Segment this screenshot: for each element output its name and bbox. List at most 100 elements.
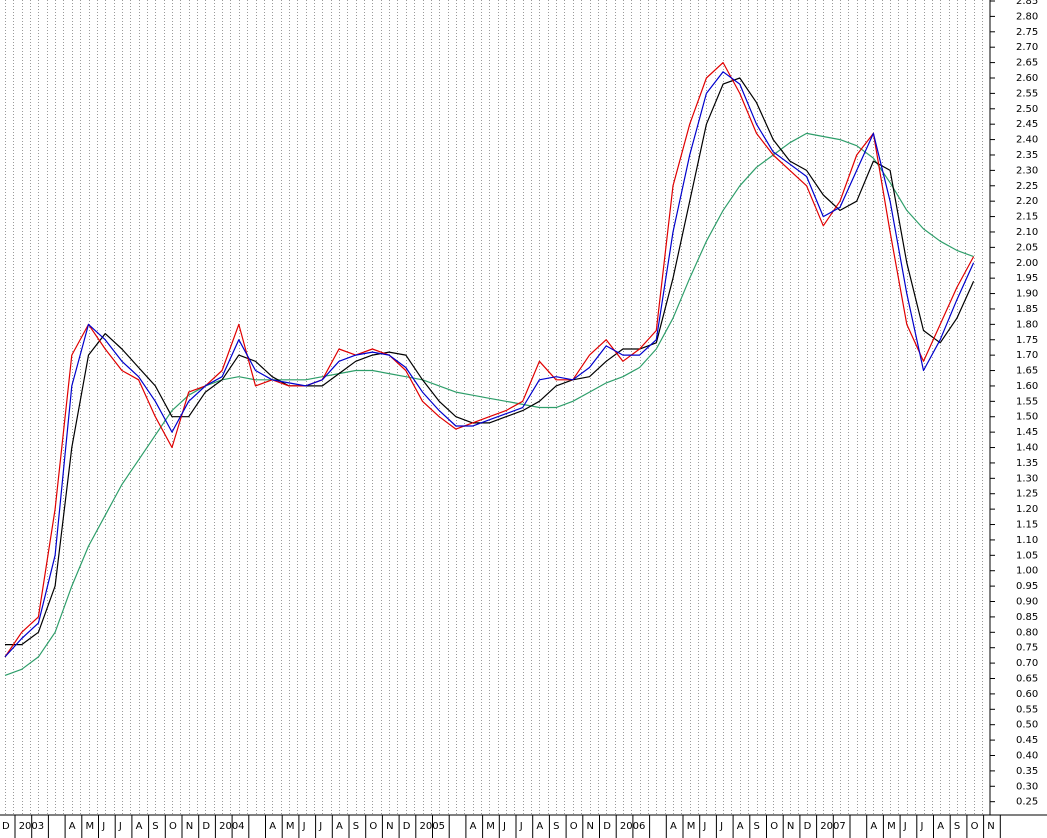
- y-tick-label: 1.90: [1016, 289, 1038, 300]
- series-line: [4, 132, 974, 676]
- x-tick-label: A: [136, 821, 143, 832]
- y-tick-label: 2.75: [1016, 27, 1038, 38]
- y-tick-label: 2.40: [1016, 135, 1038, 146]
- x-tick-label: 2005: [420, 821, 445, 832]
- y-tick-label: 1.85: [1016, 304, 1038, 315]
- x-tick-label: O: [570, 821, 578, 832]
- x-tick-label: N: [787, 821, 794, 832]
- x-tick-label: M: [486, 821, 495, 832]
- y-tick-label: 1.40: [1016, 443, 1038, 454]
- y-tick-label: 1.20: [1016, 504, 1038, 515]
- x-tick-label: S: [553, 821, 559, 832]
- x-tick-label: J: [702, 821, 706, 832]
- x-tick-label: O: [770, 821, 778, 832]
- y-tick-label: 2.25: [1016, 181, 1038, 192]
- y-tick-label: 0.60: [1016, 689, 1038, 700]
- y-tick-label: 0.65: [1016, 674, 1038, 685]
- y-tick-label: 2.70: [1016, 42, 1038, 53]
- x-tick-label: J: [502, 821, 506, 832]
- x-tick-label: A: [737, 821, 744, 832]
- x-tick-label: A: [269, 821, 276, 832]
- y-tick-label: 1.00: [1016, 566, 1038, 577]
- x-tick-label: A: [69, 821, 76, 832]
- x-tick-label: D: [804, 821, 812, 832]
- y-tick-label: 1.25: [1016, 489, 1038, 500]
- y-tick-label: 2.30: [1016, 165, 1038, 176]
- x-tick-label: N: [987, 821, 994, 832]
- x-tick-label: N: [587, 821, 594, 832]
- x-tick-label: 2004: [219, 821, 244, 832]
- x-tick-label: N: [386, 821, 393, 832]
- x-tick-label: S: [754, 821, 760, 832]
- x-tick-label: O: [169, 821, 177, 832]
- x-axis-panel: [0, 815, 1047, 838]
- x-tick-label: J: [118, 821, 122, 832]
- y-tick-label: 2.00: [1016, 258, 1038, 269]
- y-tick-label: 1.05: [1016, 550, 1038, 561]
- y-tick-label: 0.85: [1016, 612, 1038, 623]
- x-tick-label: D: [202, 821, 210, 832]
- y-tick-label: 0.45: [1016, 735, 1038, 746]
- x-tick-label: S: [152, 821, 158, 832]
- y-tick-label: 2.55: [1016, 88, 1038, 99]
- x-tick-label: S: [353, 821, 359, 832]
- y-tick-label: 0.25: [1016, 797, 1038, 808]
- x-tick-label: J: [920, 821, 924, 832]
- y-tick-label: 0.30: [1016, 781, 1038, 792]
- x-tick-label: D: [2, 821, 10, 832]
- y-tick-label: 1.55: [1016, 396, 1038, 407]
- x-tick-label: D: [603, 821, 611, 832]
- x-tick-label: D: [403, 821, 411, 832]
- y-tick-label: 1.30: [1016, 473, 1038, 484]
- x-tick-label: J: [903, 821, 907, 832]
- y-tick-label: 1.60: [1016, 381, 1038, 392]
- x-tick-label: S: [954, 821, 960, 832]
- y-tick-label: 0.40: [1016, 750, 1038, 761]
- x-tick-label: O: [369, 821, 377, 832]
- x-tick-label: M: [887, 821, 896, 832]
- y-tick-label: 0.95: [1016, 581, 1038, 592]
- y-tick-label: 0.70: [1016, 658, 1038, 669]
- y-tick-label: 1.35: [1016, 458, 1038, 469]
- x-tick-label: O: [971, 821, 979, 832]
- y-tick-label: 2.35: [1016, 150, 1038, 161]
- x-tick-label: J: [519, 821, 523, 832]
- x-tick-label: J: [101, 821, 105, 832]
- y-tick-label: 2.65: [1016, 58, 1038, 69]
- y-axis-panel: [990, 0, 1047, 838]
- x-tick-label: A: [937, 821, 944, 832]
- y-tick-label: 1.45: [1016, 427, 1038, 438]
- y-tick-label: 2.10: [1016, 227, 1038, 238]
- series-line: [4, 62, 975, 658]
- x-tick-label: M: [687, 821, 696, 832]
- plot: [4, 62, 975, 676]
- x-tick-label: 2006: [620, 821, 645, 832]
- y-tick-label: 1.10: [1016, 535, 1038, 546]
- y-tick-label: 1.95: [1016, 273, 1038, 284]
- y-tick-label: 0.75: [1016, 643, 1038, 654]
- y-tick-label: 0.50: [1016, 720, 1038, 731]
- y-tick-label: 2.50: [1016, 104, 1038, 115]
- y-tick-label: 0.55: [1016, 704, 1038, 715]
- x-tick-label: A: [336, 821, 343, 832]
- y-tick-label: 2.20: [1016, 196, 1038, 207]
- x-tick-label: J: [318, 821, 322, 832]
- y-tick-label: 2.60: [1016, 73, 1038, 84]
- series-line: [5, 77, 975, 646]
- x-tick-label: J: [719, 821, 723, 832]
- x-tick-label: N: [186, 821, 193, 832]
- y-tick-label: 2.80: [1016, 11, 1038, 22]
- x-tick-label: A: [536, 821, 543, 832]
- y-tick-label: 2.45: [1016, 119, 1038, 130]
- y-tick-label: 2.05: [1016, 242, 1038, 253]
- y-tick-label: 1.70: [1016, 350, 1038, 361]
- y-tick-label: 0.90: [1016, 597, 1038, 608]
- y-tick-label: 1.15: [1016, 520, 1038, 531]
- y-tick-label: 2.85: [1016, 0, 1038, 7]
- x-tick-label: A: [870, 821, 877, 832]
- x-tick-label: A: [470, 821, 477, 832]
- x-tick-label: A: [670, 821, 677, 832]
